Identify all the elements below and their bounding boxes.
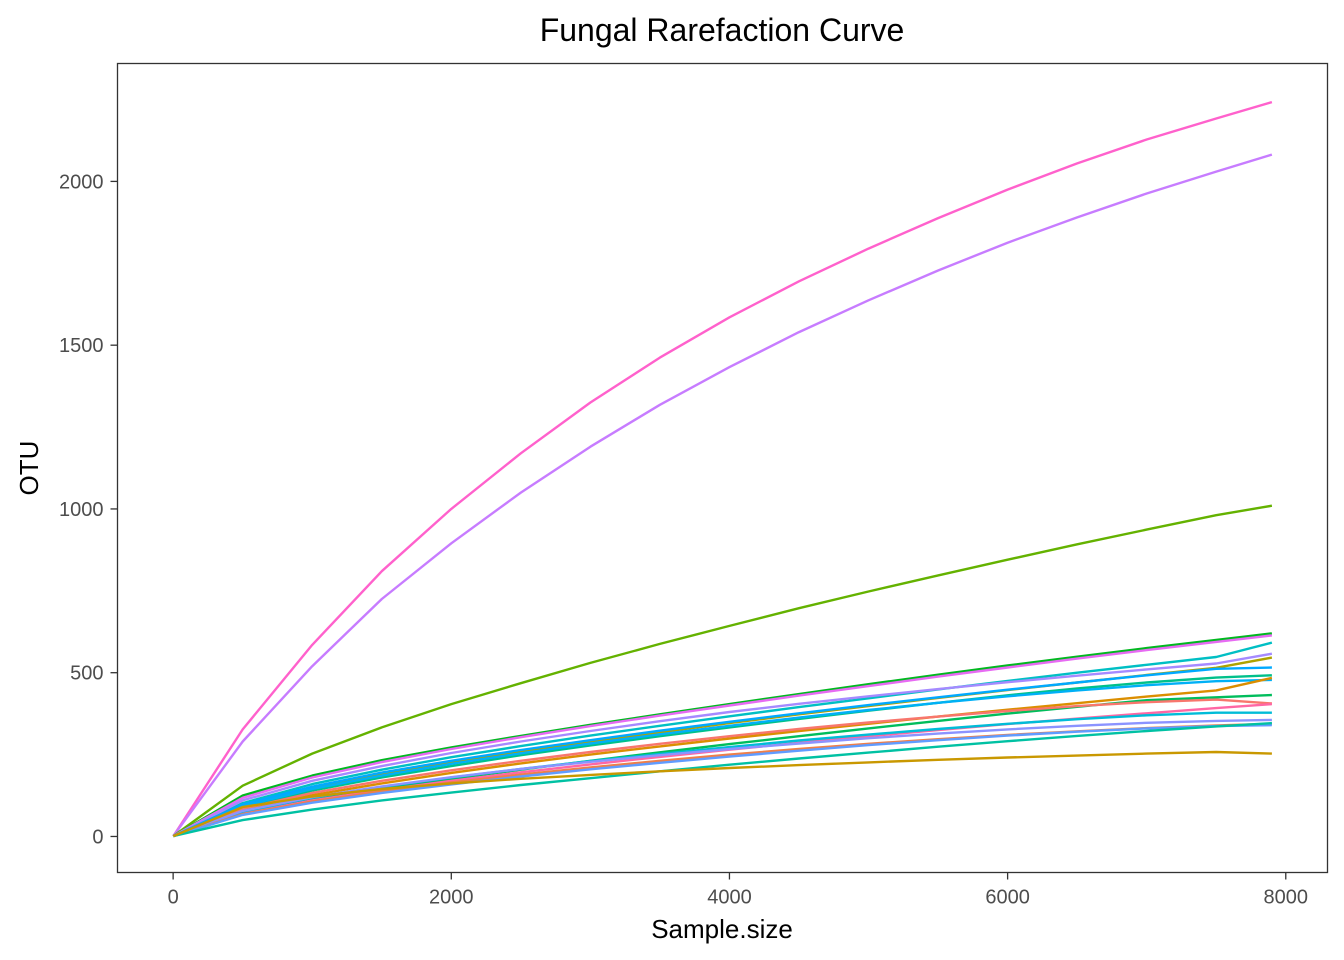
series-line-19 <box>172 723 1272 838</box>
series-lines <box>172 100 1273 838</box>
x-axis: 0 2000 4000 6000 8000 <box>168 872 1309 909</box>
y-tick-label: 500 <box>70 663 103 685</box>
series-line-12 <box>172 676 1273 838</box>
series-line-14 <box>172 698 1272 838</box>
x-tick-label: 4000 <box>707 887 752 909</box>
x-tick-label: 2000 <box>429 887 474 909</box>
series-line-5 <box>172 634 1273 838</box>
x-axis-label: Sample.size <box>651 914 793 944</box>
y-axis-label: OTU <box>14 441 44 496</box>
y-tick-label: 0 <box>92 826 103 848</box>
y-tick-label: 1000 <box>59 499 104 521</box>
x-tick-label: 6000 <box>985 887 1030 909</box>
series-line-20 <box>173 721 1272 838</box>
chart-title: Fungal Rarefaction Curve <box>540 12 905 48</box>
series-line-1 <box>172 100 1273 837</box>
series-line-4 <box>172 632 1273 838</box>
series-line-7 <box>172 652 1273 838</box>
x-tick-label: 0 <box>168 887 179 909</box>
y-tick-label: 2000 <box>59 171 104 193</box>
y-tick-label: 1500 <box>59 335 104 357</box>
series-line-6 <box>172 641 1273 838</box>
series-line-10 <box>172 674 1272 838</box>
x-tick-label: 8000 <box>1264 887 1309 909</box>
series-line-17 <box>172 718 1272 838</box>
series-line-21 <box>172 750 1272 838</box>
series-line-9 <box>172 666 1272 838</box>
series-line-3 <box>172 504 1273 838</box>
series-line-2 <box>172 153 1273 837</box>
series-line-11 <box>172 678 1272 838</box>
y-axis: 0 500 1000 1500 2000 <box>59 171 118 848</box>
